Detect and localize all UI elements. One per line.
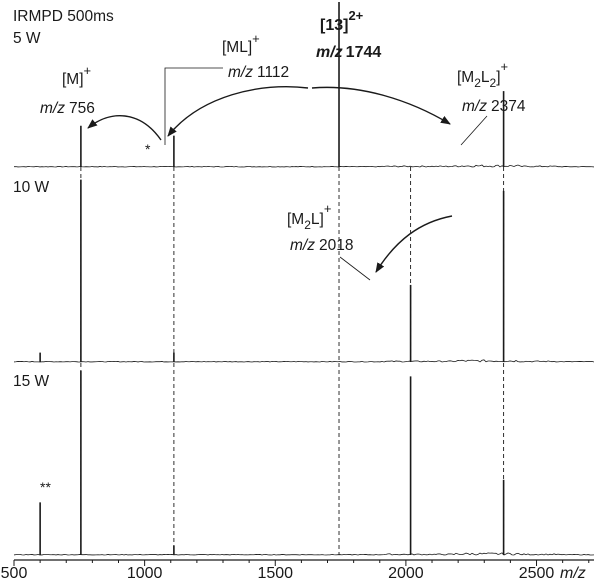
annotation-m2l2-ion: [M2L2]+ m/z 2374 xyxy=(457,59,526,146)
arrow-parent-to-ml xyxy=(167,85,309,137)
baseline-noise xyxy=(13,359,594,363)
svg-text:[M2L2]+: [M2L2]+ xyxy=(457,59,508,90)
fragmentation-arrows xyxy=(87,85,453,273)
x-tick-label: 1500 xyxy=(257,565,293,581)
x-tick-label: 500 xyxy=(1,565,28,581)
arrow-ml-to-m xyxy=(87,115,162,141)
m2l-leader-line xyxy=(339,256,371,281)
svg-text:[13]2+: [13]2+ xyxy=(320,8,364,34)
x-axis: 500 1000 1500 2000 2500 xyxy=(1,559,594,581)
annotation-m-ion: [M]+ m/z 756 xyxy=(40,63,95,117)
x-tick-label: 1000 xyxy=(127,565,163,581)
title-label: IRMPD 500ms xyxy=(13,8,114,25)
arrow-parent-to-m2l2 xyxy=(311,86,451,125)
baseline-noise xyxy=(13,164,594,168)
panel-label-5w: 5 W xyxy=(13,30,41,47)
double-star-marker: ** xyxy=(40,479,51,495)
ml-leader-line xyxy=(164,67,223,145)
x-tick-label: 2000 xyxy=(388,565,424,581)
svg-text:[M]+: [M]+ xyxy=(62,63,91,88)
x-axis-label: m/z xyxy=(560,565,586,581)
single-star-marker: * xyxy=(145,141,151,157)
annotation-m2l-ion: [M2L]+ m/z 2018 xyxy=(287,201,371,281)
panel-label-10w: 10 W xyxy=(13,179,50,196)
svg-text:[M2L]+: [M2L]+ xyxy=(287,201,331,232)
annotation-parent-ion: [13]2+ m/z 1744 xyxy=(316,8,381,61)
annotation-ml-ion: [ML]+ m/z 1112 xyxy=(164,31,289,145)
arrow-m2l2-to-m2l xyxy=(375,215,453,273)
baseline-noise xyxy=(13,552,594,556)
m2l2-leader-line xyxy=(460,115,488,146)
svg-text:[ML]+: [ML]+ xyxy=(222,31,260,56)
x-tick-label: 2500 xyxy=(519,565,555,581)
spectra-traces xyxy=(13,2,594,556)
panel-label-15w: 15 W xyxy=(13,373,50,390)
